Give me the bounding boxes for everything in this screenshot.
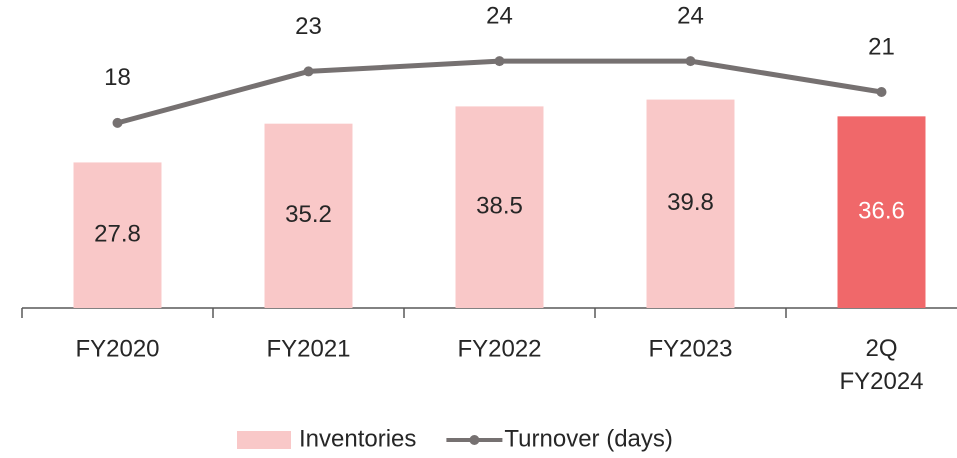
line-point [494,56,505,67]
x-tick-label: 2Q FY2024 [839,335,923,395]
line-point [112,117,123,128]
legend-swatch [237,431,291,449]
bar [455,106,544,309]
line-point [303,66,314,77]
x-tick-label: FY2020 [75,335,159,362]
line-value-label: 21 [868,33,895,60]
bar-value-label: 27.8 [94,221,141,248]
bar [837,116,926,308]
line-value-label: 23 [295,13,322,40]
line-point [685,56,696,67]
legend-label: Inventories [299,425,416,452]
x-tick-label: FY2023 [648,335,732,362]
bar-value-label: 38.5 [476,193,523,220]
x-tick-label: FY2021 [266,335,350,362]
bar [646,99,735,308]
line-value-label: 18 [104,64,131,91]
bar-value-label: 39.8 [667,189,714,216]
line-value-label: 24 [486,2,513,29]
bar [264,123,353,309]
legend-swatch-dot [469,435,480,445]
x-tick-label: FY2022 [457,335,541,362]
bar-value-label: 35.2 [285,201,332,228]
bar [73,162,162,308]
legend-label: Turnover (days) [504,425,673,452]
bar-value-label: 36.6 [858,198,905,225]
line-value-label: 24 [677,2,704,29]
line-point [876,87,887,97]
